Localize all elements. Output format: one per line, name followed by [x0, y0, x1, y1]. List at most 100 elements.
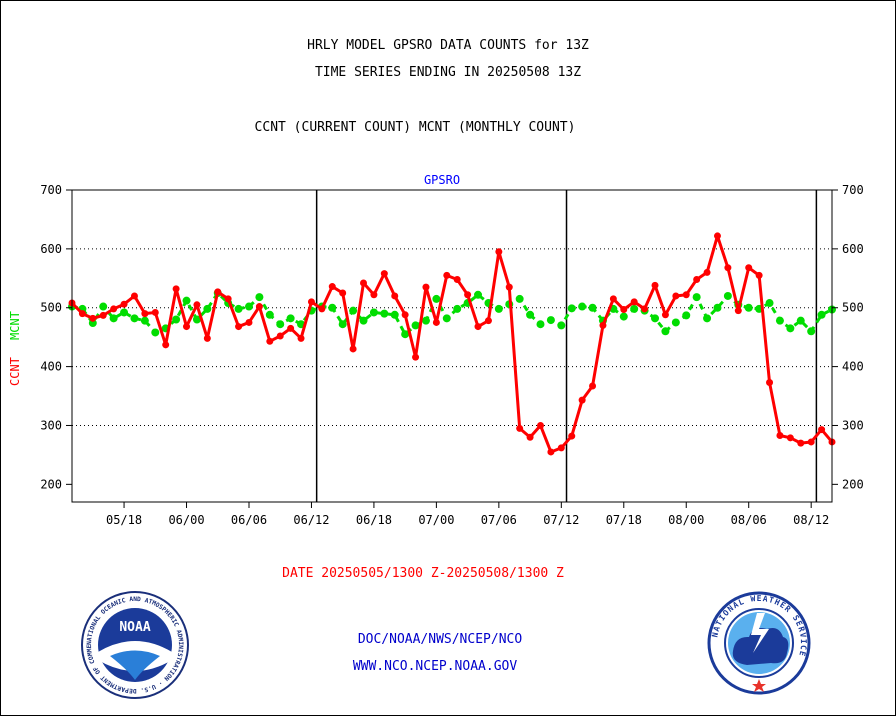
ccnt-point-25 [328, 283, 336, 291]
ccnt-point-46 [547, 448, 555, 456]
mcnt-point-7 [140, 316, 149, 325]
mcnt-point-60 [692, 293, 701, 302]
mcnt-point-53 [619, 312, 628, 321]
ccnt-point-55 [641, 305, 649, 313]
mcnt-point-21 [286, 314, 295, 323]
ccnt-point-5 [120, 300, 128, 308]
mcnt-point-59 [682, 311, 691, 320]
mcnt-point-35 [432, 294, 441, 303]
ccnt-point-33 [412, 353, 420, 361]
ytick-label-right-700: 700 [842, 183, 864, 197]
xtick-label-9: 08/00 [668, 513, 704, 527]
mcnt-point-54 [630, 304, 639, 313]
mcnt-point-20 [276, 320, 285, 329]
ytick-label-left-300: 300 [40, 418, 62, 432]
mcnt-point-47 [557, 321, 566, 330]
ytick-label-left-200: 200 [40, 477, 62, 491]
star-icon [752, 679, 766, 692]
mcnt-point-5 [120, 308, 129, 317]
ccnt-point-22 [297, 334, 305, 342]
ccnt-point-44 [526, 433, 534, 441]
ccnt-point-47 [557, 444, 565, 452]
mcnt-point-25 [328, 303, 337, 312]
series-title: GPSRO [424, 173, 460, 187]
mcnt-point-39 [474, 290, 483, 299]
mcnt-point-18 [255, 293, 264, 302]
mcnt-point-49 [578, 302, 587, 311]
ccnt-point-36 [443, 271, 451, 279]
ccnt-point-27 [349, 345, 357, 353]
ccnt-point-45 [536, 421, 544, 429]
mcnt-point-6 [130, 314, 139, 323]
ccnt-point-2 [89, 314, 97, 322]
ytick-label-left-400: 400 [40, 360, 62, 374]
mcnt-point-46 [546, 316, 555, 325]
ccnt-point-17 [245, 318, 253, 326]
mcnt-point-26 [338, 320, 347, 329]
ccnt-point-16 [235, 323, 243, 331]
ccnt-point-50 [589, 382, 597, 390]
mcnt-point-16 [234, 304, 243, 313]
ccnt-point-58 [672, 292, 680, 300]
date-range: DATE 20250505/1300 Z-20250508/1300 Z [282, 566, 564, 581]
mcnt-point-41 [494, 304, 503, 313]
ccnt-point-60 [693, 275, 701, 283]
ccnt-point-20 [276, 332, 284, 340]
ylabel-ccnt: CCNT [8, 357, 22, 386]
ytick-label-left-600: 600 [40, 242, 62, 256]
ccnt-point-30 [380, 270, 388, 278]
ccnt-point-29 [370, 291, 378, 299]
ccnt-point-68 [776, 431, 784, 439]
mcnt-point-72 [817, 310, 826, 319]
ccnt-point-37 [453, 275, 461, 283]
ccnt-point-49 [578, 396, 586, 404]
ccnt-point-72 [818, 426, 826, 434]
chart-title-line1: HRLY MODEL GPSRO DATA COUNTS for 13Z [307, 38, 589, 53]
ytick-label-right-400: 400 [842, 360, 864, 374]
ccnt-point-53 [620, 306, 628, 314]
ccnt-point-12 [193, 301, 201, 309]
nco-link-website[interactable]: WWW.NCO.NCEP.NOAA.GOV [352, 659, 518, 674]
ccnt-point-41 [495, 248, 503, 256]
ccnt-point-19 [266, 337, 274, 345]
ccnt-point-21 [287, 324, 295, 332]
mcnt-point-19 [265, 310, 274, 319]
ccnt-point-32 [401, 311, 409, 319]
noaa-logo-text: NOAA [119, 620, 150, 635]
ccnt-point-66 [755, 271, 763, 279]
xtick-label-5: 07/00 [418, 513, 454, 527]
mcnt-point-29 [369, 308, 378, 317]
nco-link-doc[interactable]: DOC/NOAA/NWS/NCEP/NCO [357, 632, 523, 647]
ytick-label-right-200: 200 [842, 477, 864, 491]
mcnt-point-65 [744, 303, 753, 312]
xtick-label-1: 06/00 [168, 513, 204, 527]
mcnt-point-57 [661, 327, 670, 336]
ccnt-point-65 [745, 264, 753, 272]
ccnt-point-69 [786, 434, 794, 442]
mcnt-point-58 [671, 318, 680, 327]
ccnt-point-4 [110, 305, 118, 313]
xtick-label-8: 07/18 [606, 513, 642, 527]
mcnt-point-63 [723, 291, 732, 300]
mcnt-point-45 [536, 320, 545, 329]
mcnt-point-68 [775, 316, 784, 325]
ccnt-point-13 [203, 334, 211, 342]
mcnt-point-70 [796, 316, 805, 325]
ytick-label-right-300: 300 [842, 418, 864, 432]
ylabel-mcnt: MCNT [8, 311, 22, 340]
ccnt-line [70, 234, 834, 454]
ccnt-point-56 [651, 281, 659, 289]
ccnt-point-70 [797, 439, 805, 447]
ccnt-point-15 [224, 295, 232, 303]
ccnt-point-14 [214, 288, 222, 296]
xtick-label-7: 07/12 [543, 513, 579, 527]
xtick-label-0: 05/18 [106, 513, 142, 527]
mcnt-point-61 [703, 314, 712, 323]
ccnt-point-48 [568, 432, 576, 440]
ccnt-point-23 [307, 298, 315, 306]
xtick-label-11: 08/12 [793, 513, 829, 527]
ccnt-point-67 [766, 378, 774, 386]
ccnt-point-31 [391, 292, 399, 300]
ccnt-point-54 [630, 298, 638, 306]
